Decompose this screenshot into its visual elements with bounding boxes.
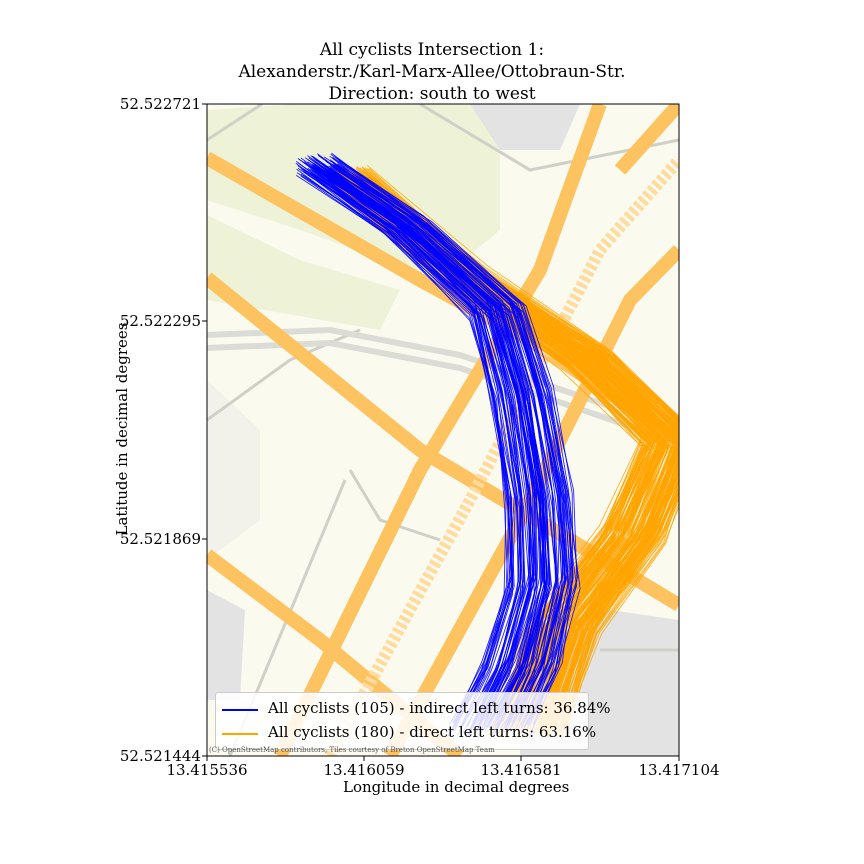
building-block-2 — [470, 104, 580, 150]
trajectory-indirect — [323, 156, 557, 723]
legend-label-indirect: All cyclists (105) - indirect left turns… — [268, 699, 611, 717]
legend-swatch-indirect — [222, 709, 258, 711]
xtick-label: 13.417104 — [638, 761, 720, 779]
trajectory-indirect — [307, 159, 533, 727]
x-axis-label: Longitude in decimal degrees — [343, 778, 570, 796]
trajectory-indirect — [324, 165, 551, 727]
xtick-label: 13.416059 — [323, 761, 405, 779]
trajectory-indirect — [307, 161, 525, 728]
trajectory-indirect — [295, 175, 509, 738]
trajectory-direct — [362, 170, 679, 725]
trajectory-direct — [355, 168, 679, 727]
ytick-label: 52.522721 — [119, 95, 201, 113]
major-road-north — [614, 104, 679, 175]
trajectory-indirect — [297, 162, 512, 724]
trajectory-indirect — [300, 168, 515, 731]
chart-title-line-1: All cyclists Intersection 1: — [319, 40, 545, 60]
y-axis-label: Latitude in decimal degrees — [113, 322, 131, 536]
minor-street — [207, 104, 263, 142]
trajectory-indirect — [307, 169, 525, 727]
park-area-2 — [207, 215, 400, 330]
map-background — [207, 104, 679, 756]
trajectory-indirect — [335, 172, 573, 737]
legend-swatch-direct — [222, 733, 258, 735]
trajectory-layer — [295, 152, 679, 740]
minor-street — [207, 328, 361, 422]
xtick-label: 13.416581 — [480, 761, 562, 779]
xtick-label: 13.415536 — [166, 761, 248, 779]
axes-frame — [206, 103, 680, 757]
chart-title-line-2: Alexanderstr./Karl-Marx-Allee/Ottobraun-… — [238, 62, 626, 82]
tick-marks — [202, 103, 680, 761]
trajectory-indirect — [322, 166, 559, 727]
legend-label-direct: All cyclists (180) - direct left turns: … — [268, 723, 597, 741]
tram-median — [324, 156, 679, 756]
ytick-label: 52.522295 — [119, 312, 201, 330]
major-road-ottobraun-2 — [383, 245, 679, 756]
trajectory-indirect — [316, 153, 545, 720]
trajectory-indirect — [297, 157, 513, 723]
ytick-label: 52.521869 — [119, 530, 201, 548]
trajectory-indirect — [314, 158, 544, 724]
legend: All cyclists (105) - indirect left turns… — [215, 692, 611, 750]
trajectory-indirect — [317, 176, 547, 735]
map-attribution: (C) OpenStreetMap contributors, Tiles co… — [209, 746, 495, 754]
trajectory-indirect — [327, 171, 563, 734]
major-road-ottobraun — [273, 104, 607, 756]
trajectory-indirect — [330, 167, 570, 734]
trajectory-indirect — [336, 163, 578, 725]
chart-title-line-3: Direction: south to west — [328, 84, 536, 104]
trajectory-indirect — [332, 166, 569, 729]
minor-street — [348, 469, 441, 542]
trajectory-indirect — [338, 160, 574, 724]
building-block — [207, 590, 245, 700]
trajectory-indirect — [307, 167, 522, 735]
plaza-area — [207, 380, 260, 560]
ytick-label: 52.521444 — [119, 747, 201, 765]
